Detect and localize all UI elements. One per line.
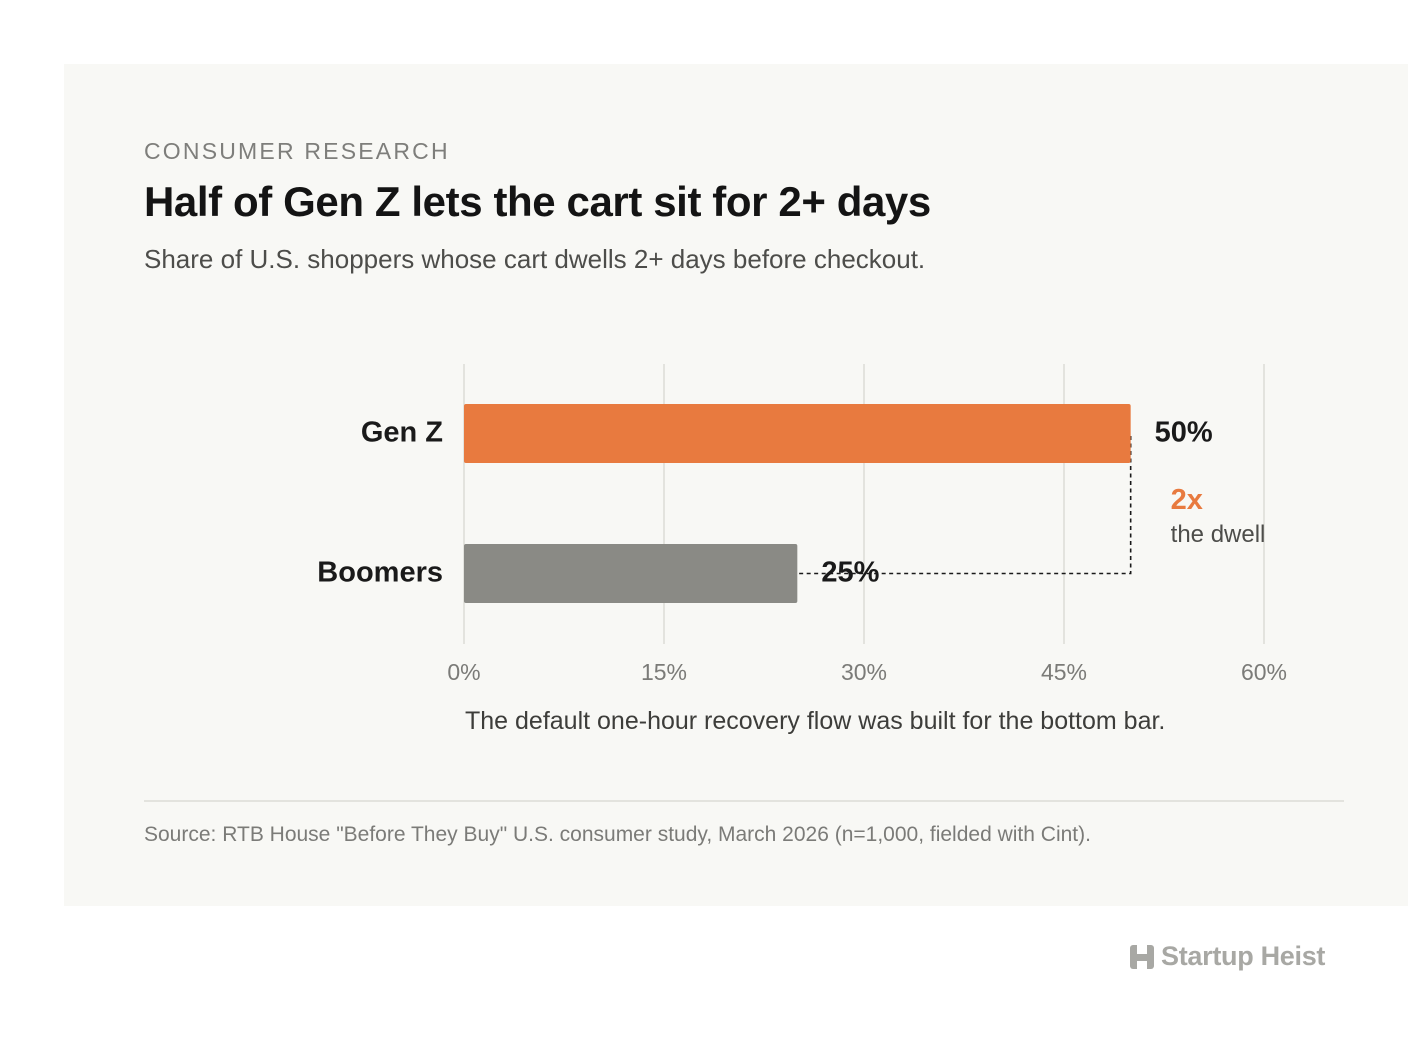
dashed-connector xyxy=(797,436,1132,575)
annotation-multiplier: 2x xyxy=(1171,484,1203,516)
startup-heist-logo-icon xyxy=(1130,944,1154,969)
x-tick-label: 0% xyxy=(447,659,480,685)
chart-title: Half of Gen Z lets the cart sit for 2+ d… xyxy=(144,178,931,225)
value-label: 25% xyxy=(821,557,879,589)
x-tick-label: 45% xyxy=(1041,659,1087,685)
divider xyxy=(144,800,1344,802)
kicker: CONSUMER RESEARCH xyxy=(144,138,450,164)
brand-name: Startup Heist xyxy=(1161,941,1326,971)
source-note: Source: RTB House "Before They Buy" U.S.… xyxy=(144,823,1091,846)
category-label: Boomers xyxy=(317,557,443,589)
value-label: 50% xyxy=(1155,417,1213,449)
labels: Gen Z 50% Boomers 25% 2x the dwell xyxy=(317,417,1265,589)
x-tick-label: 15% xyxy=(641,659,687,685)
chart-card: CONSUMER RESEARCH Half of Gen Z lets the… xyxy=(64,64,1408,906)
chart-caption: The default one-hour recovery flow was b… xyxy=(465,707,1165,735)
chart-subtitle: Share of U.S. shoppers whose cart dwells… xyxy=(144,244,926,274)
bar-gen-z xyxy=(464,404,1131,463)
x-tick-label: 30% xyxy=(841,659,887,685)
x-axis-ticks: 0% 15% 30% 45% 60% xyxy=(447,659,1287,685)
comparison-connector xyxy=(797,436,1132,575)
x-tick-label: 60% xyxy=(1241,659,1287,685)
bar-boomers xyxy=(464,544,798,603)
category-label: Gen Z xyxy=(361,417,443,449)
annotation-label: the dwell xyxy=(1171,521,1266,548)
bars xyxy=(464,404,1131,603)
brand-logo: Startup Heist xyxy=(1129,941,1325,972)
